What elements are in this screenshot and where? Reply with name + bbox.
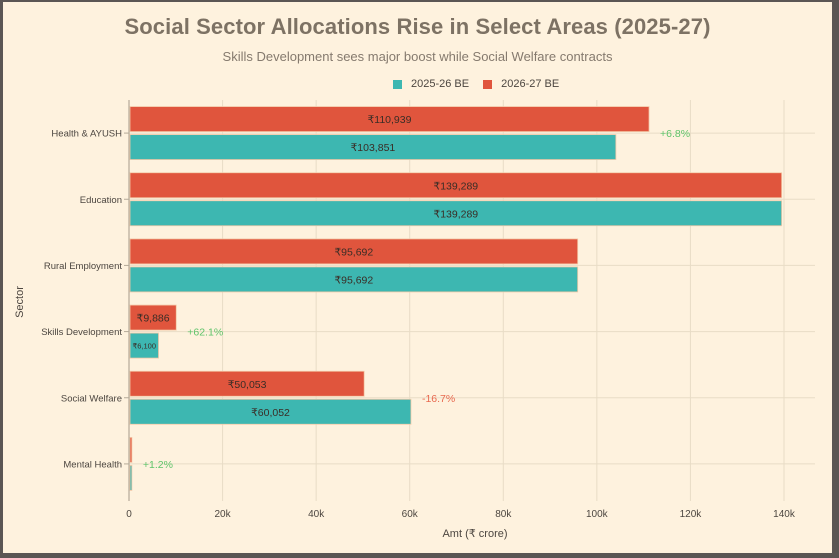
- x-tick-label: 140k: [773, 509, 796, 520]
- x-tick-label: 0: [126, 509, 132, 520]
- legend-swatch-2026-27: [483, 79, 493, 89]
- bar: [129, 332, 159, 359]
- legend-item-2026-27[interactable]: 2026-27 BE: [483, 78, 559, 90]
- bar: [129, 370, 365, 397]
- x-tick-label: 60k: [402, 509, 419, 520]
- bar: [129, 304, 177, 331]
- y-tick-label: Rural Employment: [44, 261, 122, 272]
- x-tick-label: 120k: [680, 509, 703, 520]
- y-tick-label: Social Welfare: [61, 393, 122, 404]
- legend-item-2025-26[interactable]: 2025-26 BE: [393, 78, 469, 90]
- change-annotation: +62.1%: [187, 327, 223, 339]
- y-tick-label: Health & AYUSH: [51, 129, 122, 140]
- bar: [129, 134, 617, 160]
- y-axis: Health & AYUSH Education Rural Employment S…: [41, 100, 130, 501]
- legend-swatch-2025-26: [393, 79, 402, 89]
- gridlines: [129, 100, 815, 501]
- bar-data-label: ₹139,289: [434, 208, 479, 220]
- bar-data-label: ₹6,100: [132, 342, 156, 351]
- change-annotations: +6.8% +62.1% -16.7% +1.2%: [143, 128, 690, 471]
- bar-data-label: ₹9,886: [137, 313, 170, 325]
- legend-label-2026-27: 2026-27 BE: [501, 78, 560, 90]
- bar: [129, 238, 579, 265]
- y-tick-label: Education: [80, 195, 122, 206]
- bar-data-label: ₹95,692: [334, 274, 373, 286]
- x-axis: 0 20k 40k 60k 80k 100k 120k 140k: [126, 509, 796, 520]
- y-axis-title: Sector: [14, 286, 26, 318]
- legend: 2025-26 BE 2026-27 BE: [393, 78, 573, 90]
- bar: [129, 172, 783, 199]
- bar-data-label: ₹103,851: [351, 142, 396, 154]
- bar-data-label: ₹95,692: [334, 246, 373, 258]
- x-tick-label: 40k: [308, 509, 325, 520]
- bar-chart: ₹110,939 ₹103,851 ₹139,289 ₹139,289 ₹95,692 ₹…: [14, 100, 815, 540]
- bar: [129, 106, 650, 132]
- x-tick-label: 20k: [215, 509, 232, 520]
- bar: [129, 266, 579, 293]
- bars: [129, 106, 783, 491]
- bar-data-label: ₹110,939: [368, 114, 412, 126]
- chart-frame: Social Sector Allocations Rise in Select…: [3, 2, 832, 553]
- bar: [129, 398, 412, 425]
- chart-subtitle: Skills Development sees major boost whil…: [222, 49, 613, 64]
- bar-data-label: ₹60,052: [251, 407, 290, 419]
- x-tick-label: 80k: [495, 509, 512, 520]
- chart-title: Social Sector Allocations Rise in Select…: [124, 14, 711, 39]
- y-tick-label: Skills Development: [41, 327, 122, 338]
- y-tick-label: Mental Health: [63, 459, 122, 470]
- bar-data-label: ₹50,053: [228, 379, 267, 391]
- bar: [129, 465, 133, 491]
- bar-data-label: ₹139,289: [434, 180, 479, 192]
- x-axis-title: Amt (₹ crore): [442, 528, 507, 540]
- bar-labels: ₹110,939 ₹103,851 ₹139,289 ₹139,289 ₹95,692 ₹…: [132, 114, 478, 419]
- x-tick-label: 100k: [586, 509, 609, 520]
- change-annotation: +6.8%: [660, 128, 690, 140]
- change-annotation: +1.2%: [143, 459, 173, 471]
- bar: [129, 200, 783, 227]
- bar: [129, 437, 133, 463]
- legend-label-2025-26: 2025-26 BE: [411, 78, 470, 90]
- change-annotation: -16.7%: [422, 393, 455, 405]
